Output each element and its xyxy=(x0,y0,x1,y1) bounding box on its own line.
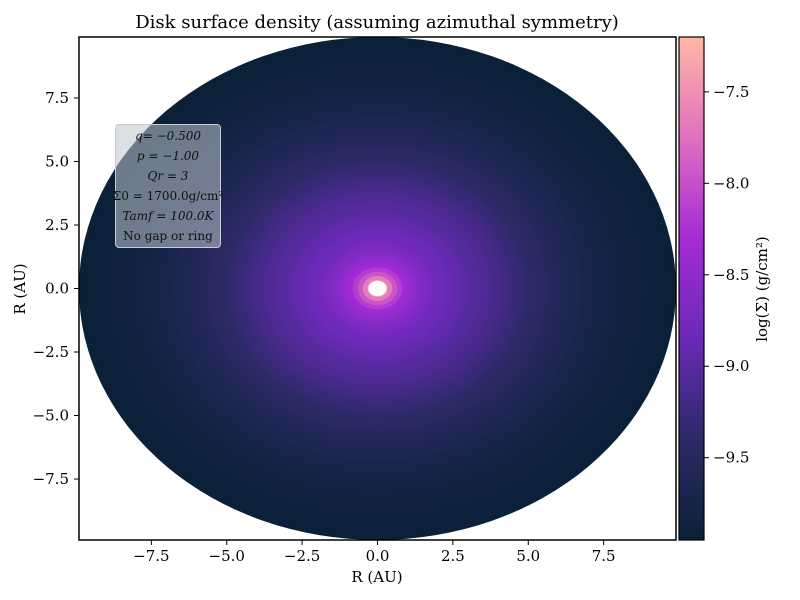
x-axis-label: R (AU) xyxy=(351,568,402,586)
colorbar-gradient xyxy=(678,36,705,541)
y-axis: 7.5 5.0 2.5 0.0 −2.5 −5.0 −7.5 xyxy=(33,89,79,488)
annotation-tamf: Tamf = 100.0K xyxy=(122,209,214,223)
x-axis: −7.5 −5.0 −2.5 0.0 2.5 5.0 7.5 xyxy=(133,540,616,565)
colorbar-tick-label: −8.0 xyxy=(713,174,749,192)
y-axis-label: R (AU) xyxy=(11,263,29,314)
chart-title: Disk surface density (assuming azimuthal… xyxy=(135,12,619,33)
annotation-sigma0: Σ0 = 1700.0g/cm² xyxy=(112,189,224,203)
y-tick-label: −7.5 xyxy=(33,470,69,488)
y-tick-label: −2.5 xyxy=(33,343,69,361)
x-tick-label: −2.5 xyxy=(284,547,320,565)
annotation-p: p = −1.00 xyxy=(136,149,200,163)
colorbar: −7.5 −8.0 −8.5 −9.0 −9.5 log(Σ) (g/cm²) xyxy=(678,36,771,541)
y-tick-label: 0.0 xyxy=(45,280,69,298)
x-tick-label: 7.5 xyxy=(592,547,616,565)
x-tick-label: 5.0 xyxy=(516,547,540,565)
colorbar-tick-label: −9.0 xyxy=(713,357,749,375)
disk-density-map xyxy=(79,37,676,540)
y-tick-label: −5.0 xyxy=(33,407,69,425)
annotation-gap: No gap or ring xyxy=(123,229,213,243)
colorbar-tick-label: −7.5 xyxy=(713,83,749,101)
colorbar-tick-label: −8.5 xyxy=(713,266,749,284)
colorbar-ticks: −7.5 −8.0 −8.5 −9.0 −9.5 xyxy=(704,83,749,467)
x-tick-label: 0.0 xyxy=(366,547,390,565)
x-tick-label: −5.0 xyxy=(209,547,245,565)
colorbar-label: log(Σ) (g/cm²) xyxy=(753,236,771,342)
annotation-q: q= −0.500 xyxy=(135,129,201,143)
colorbar-tick-label: −9.5 xyxy=(713,449,749,467)
y-tick-label: 5.0 xyxy=(45,152,69,170)
colorbar-label-text: log(Σ) (g/cm²) xyxy=(753,236,771,342)
x-tick-label: −7.5 xyxy=(133,547,169,565)
y-tick-label: 7.5 xyxy=(45,89,69,107)
annotation-qr: Qr = 3 xyxy=(147,169,189,183)
inner-hole xyxy=(368,280,387,297)
parameter-annotation-box: q= −0.500 p = −1.00 Qr = 3 Σ0 = 1700.0g/… xyxy=(112,124,224,248)
y-tick-label: 2.5 xyxy=(45,216,69,234)
x-tick-label: 2.5 xyxy=(441,547,465,565)
